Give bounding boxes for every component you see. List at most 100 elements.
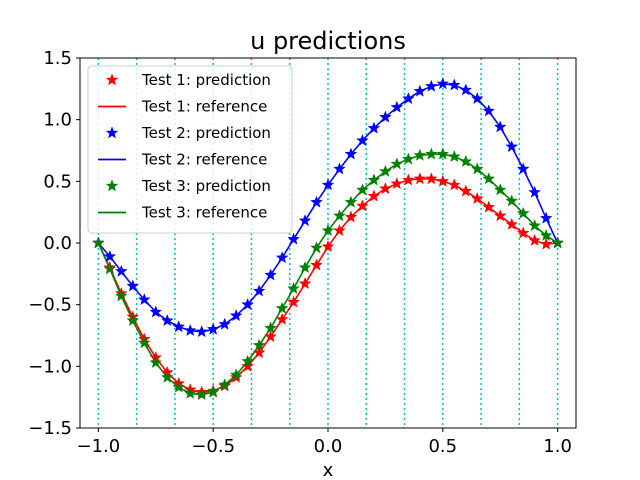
series-point-0	[287, 295, 300, 308]
series-point-1	[401, 91, 415, 105]
series-point-1	[321, 178, 335, 191]
series-point-0	[275, 312, 289, 325]
series-point-0	[264, 330, 277, 343]
legend-label: Test 3: prediction	[141, 177, 271, 195]
series-point-1	[356, 133, 369, 147]
y-tick-label: 0.5	[43, 171, 72, 192]
x-tick-label: 0.5	[428, 436, 457, 457]
legend-label: Test 1: prediction	[141, 71, 271, 89]
series-point-2	[516, 206, 530, 219]
legend-label: Test 1: reference	[141, 98, 267, 116]
series-point-1	[413, 84, 427, 97]
series-point-1	[539, 211, 553, 224]
series-point-2	[183, 386, 197, 399]
series-point-0	[401, 173, 415, 186]
series-point-0	[493, 209, 507, 222]
series-point-0	[505, 217, 519, 230]
series-point-1	[103, 249, 117, 263]
series-point-1	[459, 83, 473, 96]
series-point-0	[516, 226, 530, 239]
series-point-1	[505, 140, 519, 153]
series-point-0	[367, 189, 381, 202]
series-point-2	[321, 223, 335, 237]
series-point-1	[528, 185, 542, 198]
series-point-2	[275, 301, 289, 314]
series-point-0	[390, 177, 404, 190]
series-point-2	[539, 228, 553, 242]
series-point-1	[126, 279, 140, 292]
series-point-2	[413, 148, 427, 161]
series-point-2	[379, 164, 392, 177]
series-point-2	[172, 380, 186, 393]
series-point-0	[470, 191, 484, 205]
legend-marker	[105, 126, 119, 139]
series-point-2	[390, 157, 404, 170]
y-tick-label: −1.5	[28, 418, 72, 439]
series-point-2	[401, 152, 415, 165]
series-point-2	[551, 236, 565, 249]
series-point-0	[344, 210, 358, 223]
series-point-1	[241, 297, 255, 311]
series-point-2	[424, 147, 438, 160]
series-point-1	[298, 214, 312, 227]
series-point-1	[149, 305, 163, 318]
series-point-2	[447, 149, 461, 163]
series-point-1	[183, 323, 197, 337]
y-tick-label: −0.5	[28, 295, 72, 316]
series-point-1	[482, 104, 496, 117]
series-point-2	[218, 378, 232, 391]
series-point-2	[470, 162, 484, 175]
series-point-0	[241, 359, 255, 372]
series-point-2	[459, 154, 473, 168]
series-point-1	[218, 317, 232, 330]
series-point-1	[287, 232, 300, 245]
series-point-1	[390, 100, 404, 113]
series-point-1	[344, 147, 358, 160]
series-point-0	[482, 200, 496, 213]
series-point-2	[160, 370, 174, 383]
series-point-0	[459, 184, 473, 197]
series-point-2	[229, 368, 243, 381]
legend-label: Test 2: reference	[141, 151, 267, 169]
series-point-0	[321, 239, 335, 253]
series-point-1	[252, 284, 266, 297]
chart-title: u predictions	[250, 27, 406, 55]
series-point-2	[206, 385, 220, 398]
series-point-2	[126, 313, 140, 327]
series-point-2	[482, 172, 496, 185]
series-point-1	[367, 121, 381, 134]
series-point-1	[206, 322, 220, 335]
series-point-0	[436, 174, 450, 187]
y-axis-ticks: −1.5 −1.0 −0.5 0.0 0.5 1.0 1.5	[28, 48, 80, 439]
legend-label: Test 3: reference	[141, 204, 267, 222]
series-point-1	[160, 313, 174, 327]
series-point-0	[539, 237, 553, 250]
series-point-2	[103, 262, 117, 275]
series-point-1	[229, 309, 243, 322]
series-point-1	[275, 251, 289, 264]
series-point-2	[356, 183, 369, 196]
series-point-0	[310, 258, 323, 271]
series-point-0	[424, 172, 438, 185]
series-point-0	[528, 233, 542, 246]
series-point-1	[195, 325, 209, 338]
series-point-0	[252, 346, 266, 359]
series-point-2	[333, 209, 346, 222]
x-axis-label: x	[323, 460, 334, 480]
series-point-1	[310, 195, 323, 208]
legend-box	[87, 65, 293, 234]
legend-label: Test 2: prediction	[141, 124, 271, 142]
x-tick-label: 0.0	[314, 436, 343, 457]
series-point-2	[264, 321, 277, 334]
x-tick-label: 1.0	[543, 436, 572, 457]
series-point-1	[264, 268, 277, 281]
y-tick-label: 1.5	[43, 48, 72, 69]
legend: Test 1: prediction Test 1: reference Test …	[87, 65, 293, 234]
series-point-2	[505, 194, 519, 207]
x-tick-label: −0.5	[191, 436, 235, 457]
series-point-1	[114, 264, 128, 277]
series-point-2	[367, 173, 381, 186]
series-point-2	[114, 289, 128, 302]
series-point-2	[528, 219, 542, 232]
